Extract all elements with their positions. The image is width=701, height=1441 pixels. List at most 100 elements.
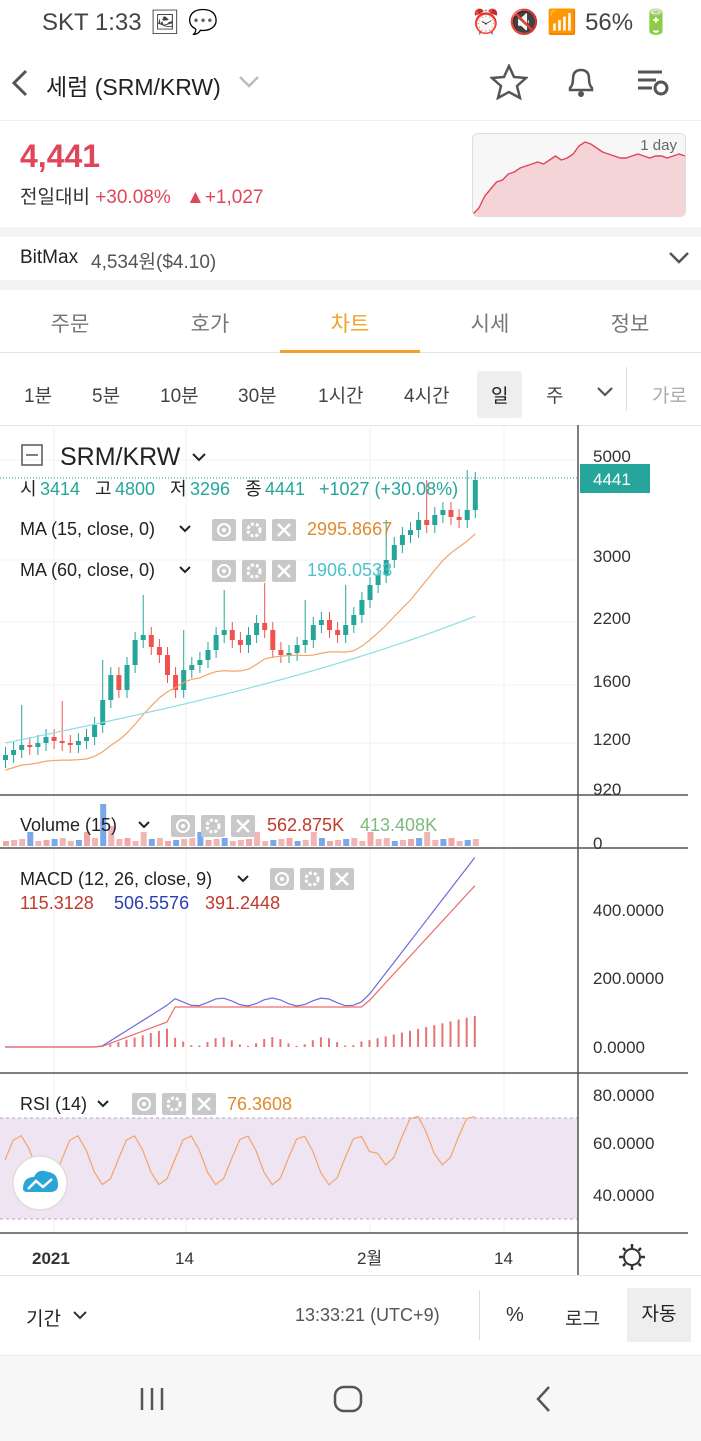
tab-info[interactable]: 정보 xyxy=(610,313,650,336)
tab-quotes[interactable]: 시세 xyxy=(470,313,510,336)
back-nav-icon[interactable] xyxy=(533,1384,555,1414)
rsi-line xyxy=(4,1115,475,1186)
eye-icon[interactable] xyxy=(270,868,294,890)
macd-label[interactable]: MACD (12, 26, close, 9) xyxy=(20,869,212,889)
close-icon[interactable] xyxy=(272,560,296,582)
close-label: 종 xyxy=(245,479,262,499)
trading-chart[interactable]: 5000 3000 2200 1600 1200 920 0 400.0000 … xyxy=(0,425,701,1275)
volume-bar xyxy=(189,838,196,846)
close-icon[interactable] xyxy=(272,519,296,541)
wifi-icon: 📶 xyxy=(547,9,578,36)
volume-bar xyxy=(92,838,99,846)
volume-bar xyxy=(197,832,204,846)
candle-body xyxy=(246,635,251,645)
back-arrow-icon[interactable] xyxy=(10,68,30,98)
settings-menu-icon[interactable] xyxy=(636,68,670,98)
exchange-row[interactable]: BitMax 4,534원($4.10) xyxy=(0,236,701,290)
macd-tick: 200.0000 xyxy=(593,969,664,988)
interval-5m[interactable]: 5분 xyxy=(92,386,121,407)
chevron-down-icon[interactable] xyxy=(97,1100,109,1108)
volume-bar xyxy=(424,832,431,846)
chevron-down-icon[interactable] xyxy=(72,1310,88,1322)
volume-bar xyxy=(448,838,455,846)
candle-body xyxy=(343,625,349,635)
chevron-down-icon[interactable] xyxy=(138,821,150,829)
interval-30m[interactable]: 30분 xyxy=(238,386,277,407)
macd-signal-line xyxy=(5,885,476,1048)
volume-bar xyxy=(278,839,285,846)
volume-label[interactable]: Volume (15) xyxy=(20,815,117,835)
close-icon[interactable] xyxy=(192,1093,216,1115)
time-tick: 2021 xyxy=(32,1249,70,1268)
chevron-down-icon[interactable] xyxy=(192,453,206,462)
percent-scale-button[interactable]: % xyxy=(506,1304,524,1326)
chevron-down-icon[interactable] xyxy=(179,566,191,574)
ma60-label[interactable]: MA (60, close, 0) xyxy=(20,560,155,580)
floating-logo-button[interactable] xyxy=(12,1155,68,1211)
volume-bars xyxy=(3,804,479,846)
star-icon[interactable] xyxy=(490,64,528,100)
volume-value-1: 562.875K xyxy=(267,815,344,835)
close-icon[interactable] xyxy=(330,868,354,890)
system-nav-bar xyxy=(0,1355,701,1441)
volume-bar xyxy=(43,840,50,846)
eye-icon[interactable] xyxy=(132,1093,156,1115)
mini-chart-label: 1 day xyxy=(640,137,677,154)
tab-orderbook[interactable]: 호가 xyxy=(190,313,230,336)
recent-apps-icon[interactable] xyxy=(138,1386,166,1412)
interval-1h[interactable]: 1시간 xyxy=(318,386,364,407)
volume-bar xyxy=(108,826,115,846)
tab-chart[interactable]: 차트 xyxy=(330,313,370,336)
price-tick: 5000 xyxy=(593,447,631,466)
collapse-icon[interactable] xyxy=(21,444,43,466)
auto-scale-button[interactable]: 자동 xyxy=(627,1288,691,1342)
change-label: 전일대비 xyxy=(20,187,90,208)
rsi-value: 76.3608 xyxy=(227,1094,292,1114)
candle-body xyxy=(27,745,33,747)
mini-chart[interactable]: 1 day xyxy=(472,133,686,217)
interval-week[interactable]: 주 xyxy=(546,386,564,407)
close-icon[interactable] xyxy=(231,815,255,837)
landscape-toggle[interactable]: 가로 xyxy=(652,386,687,407)
tab-order[interactable]: 주문 xyxy=(50,313,90,336)
candle-body xyxy=(424,520,430,525)
chart-canvas[interactable]: 5000 3000 2200 1600 1200 920 0 400.0000 … xyxy=(0,425,701,1275)
chevron-down-icon[interactable] xyxy=(596,385,614,399)
chevron-down-icon[interactable] xyxy=(668,250,690,266)
interval-4h[interactable]: 4시간 xyxy=(404,386,450,407)
period-selector[interactable]: 기간 xyxy=(26,1309,61,1330)
price-tick: 1600 xyxy=(593,672,631,691)
open-label: 시 xyxy=(20,479,37,499)
chevron-down-icon[interactable] xyxy=(237,875,249,883)
chevron-down-icon[interactable] xyxy=(179,525,191,533)
interval-day[interactable]: 일 xyxy=(477,371,523,418)
chevron-down-icon[interactable] xyxy=(238,74,260,90)
interval-10m[interactable]: 10분 xyxy=(160,386,199,407)
last-price-tag xyxy=(580,464,650,493)
chart-symbol[interactable]: SRM/KRW xyxy=(60,443,181,471)
eye-icon[interactable] xyxy=(212,519,236,541)
volume-bar xyxy=(383,838,390,846)
candle-body xyxy=(221,630,227,635)
volume-bar xyxy=(67,841,74,846)
gear-icon[interactable] xyxy=(201,815,225,837)
candle-body xyxy=(165,655,170,675)
ma15-label[interactable]: MA (15, close, 0) xyxy=(20,519,155,539)
gear-icon[interactable] xyxy=(300,868,324,890)
page-title[interactable]: 세럼 (SRM/KRW) xyxy=(46,74,221,100)
interval-1m[interactable]: 1분 xyxy=(24,386,53,407)
gear-icon[interactable] xyxy=(242,519,266,541)
chart-settings-icon[interactable] xyxy=(619,1244,645,1270)
eye-icon[interactable] xyxy=(171,815,195,837)
eye-icon[interactable] xyxy=(212,560,236,582)
volume-bar xyxy=(375,839,382,846)
volume-bar xyxy=(165,841,171,846)
rsi-label[interactable]: RSI (14) xyxy=(20,1094,87,1114)
log-scale-button[interactable]: 로그 xyxy=(565,1309,600,1330)
candle-body xyxy=(448,510,454,517)
home-icon[interactable] xyxy=(332,1384,364,1414)
bell-icon[interactable] xyxy=(565,64,597,100)
gear-icon[interactable] xyxy=(162,1093,186,1115)
volume-bar xyxy=(351,838,358,846)
gear-icon[interactable] xyxy=(242,560,266,582)
